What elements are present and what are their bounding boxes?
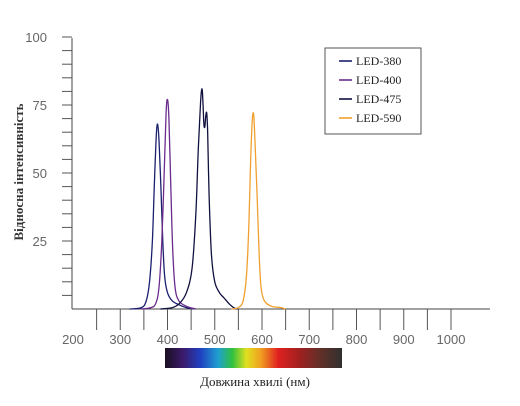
x-minor-ticks <box>96 309 452 330</box>
legend-box <box>324 47 422 135</box>
y-axis-title: Відносна інтенсивність <box>11 103 26 240</box>
series-line-led-380 <box>129 123 194 310</box>
y-tick-label: 100 <box>25 30 47 45</box>
x-tick-label: 800 <box>346 332 368 347</box>
legend-items: LED-380 LED-400 LED-475 LED-590 <box>339 54 401 125</box>
x-axis: 200 300 400 500 600 700 800 900 1000 <box>62 308 490 347</box>
y-tick-labels: 25 50 75 100 <box>25 30 47 249</box>
y-axis: 25 50 75 100 <box>25 30 73 309</box>
y-tick-label: 50 <box>33 166 47 181</box>
legend-label: LED-380 <box>356 54 401 68</box>
legend: LED-380 LED-400 LED-475 LED-590 <box>324 47 422 135</box>
legend-label: LED-475 <box>356 92 401 106</box>
x-tick-label: 200 <box>62 332 84 347</box>
series-layer <box>129 88 286 310</box>
x-tick-label: 1000 <box>437 332 466 347</box>
x-tick-label: 500 <box>204 332 226 347</box>
x-tick-label: 900 <box>393 332 415 347</box>
x-tick-label: 300 <box>109 332 131 347</box>
x-tick-label: 400 <box>157 332 179 347</box>
legend-label: LED-400 <box>356 73 401 87</box>
series-line-led-475 <box>160 88 238 310</box>
legend-label: LED-590 <box>356 111 401 125</box>
series-line-led-400 <box>141 98 197 310</box>
x-tick-label: 600 <box>251 332 273 347</box>
spectrum-bar <box>165 348 342 368</box>
x-tick-label: 700 <box>298 332 320 347</box>
x-tick-labels: 200 300 400 500 600 700 800 900 1000 <box>62 332 465 347</box>
y-tick-label: 25 <box>33 234 47 249</box>
y-minor-ticks <box>62 36 72 296</box>
series-line-led-590 <box>231 112 286 310</box>
x-axis-title: Довжина хвилі (нм) <box>200 374 310 389</box>
y-tick-label: 75 <box>33 98 47 113</box>
